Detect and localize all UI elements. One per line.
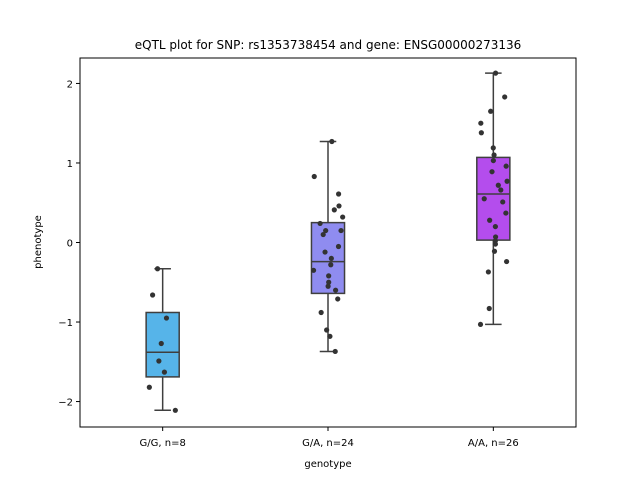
y-tick-label: −1 (58, 318, 73, 329)
data-point (320, 231, 326, 238)
x-tick-label: A/A, n=26 (468, 438, 519, 449)
x-axis-title: genotype (304, 459, 351, 470)
data-point (163, 315, 170, 321)
data-point (161, 369, 168, 375)
data-point (326, 279, 332, 285)
data-point (318, 309, 324, 316)
data-point (333, 287, 339, 293)
data-point (327, 333, 333, 339)
data-point (489, 169, 495, 175)
data-point (502, 94, 508, 100)
data-point (172, 407, 178, 413)
data-point (478, 120, 484, 126)
data-point (331, 207, 337, 213)
x-tick-label: G/A, n=24 (302, 438, 354, 449)
data-point (495, 182, 501, 188)
y-tick-label: −2 (58, 398, 73, 409)
data-point (503, 163, 509, 169)
x-tick-label: G/G, n=8 (140, 438, 186, 449)
data-point (481, 196, 487, 202)
y-tick-label: 2 (67, 79, 73, 90)
data-point (335, 191, 342, 197)
data-point (490, 145, 496, 151)
data-point (310, 267, 317, 273)
data-point (317, 220, 323, 227)
data-point (311, 173, 317, 180)
data-point (328, 262, 334, 268)
data-point (477, 321, 484, 328)
y-tick-label: 0 (67, 239, 73, 250)
data-point (150, 292, 156, 298)
data-point (332, 348, 338, 355)
data-point (336, 203, 342, 209)
data-point (491, 152, 497, 158)
data-point (335, 296, 341, 302)
data-point (492, 70, 499, 76)
data-point (324, 327, 330, 333)
data-point (478, 130, 484, 136)
data-point (491, 248, 498, 254)
data-point (503, 210, 509, 216)
data-point (329, 138, 335, 145)
data-point (338, 227, 344, 234)
data-point (488, 108, 494, 114)
data-point (490, 157, 496, 164)
data-point (154, 266, 161, 272)
data-point (323, 227, 329, 234)
data-point (156, 358, 162, 364)
chart-title: eQTL plot for SNP: rs1353738454 and gene… (135, 38, 522, 52)
data-point (340, 214, 346, 220)
data-point (492, 238, 498, 244)
data-point (504, 178, 510, 184)
data-point (503, 258, 510, 265)
data-point (492, 223, 498, 230)
data-point (328, 255, 334, 262)
data-point (486, 305, 492, 312)
data-point (485, 269, 491, 275)
data-point (322, 249, 328, 255)
y-axis-title: phenotype (33, 215, 44, 269)
data-point (500, 199, 506, 205)
data-point (335, 243, 342, 250)
data-point (498, 187, 504, 193)
data-point (326, 273, 332, 279)
data-point (158, 340, 164, 347)
plot-area: −2 −1 0 1 2 G/G, n=8 G/A, n=24 A/A, n=26 (58, 57, 577, 449)
data-point (146, 384, 152, 390)
data-point (492, 234, 499, 240)
y-tick-label: 1 (67, 159, 73, 170)
data-point (325, 283, 331, 289)
data-point (487, 217, 493, 223)
